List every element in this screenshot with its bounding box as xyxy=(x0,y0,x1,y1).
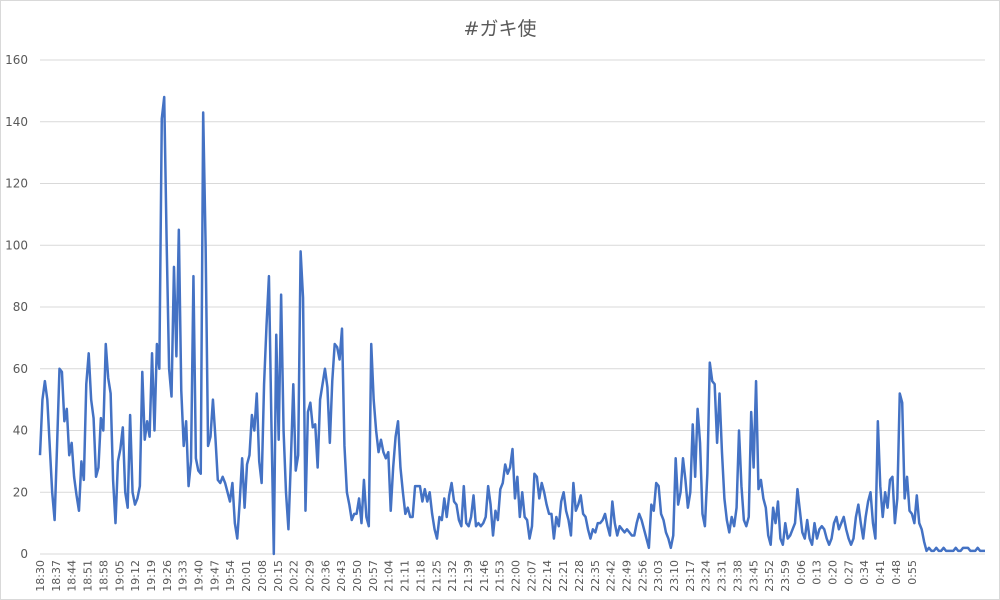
x-tick-label: 21:18 xyxy=(414,560,427,592)
x-tick-label: 22:35 xyxy=(589,560,602,592)
series-group xyxy=(38,95,985,556)
x-tick-label: 23:10 xyxy=(668,560,681,592)
x-tick-label: 0:55 xyxy=(906,560,919,585)
x-tick-label: 22:28 xyxy=(573,560,586,592)
x-tick-label: 20:08 xyxy=(256,560,269,592)
y-tick-label: 100 xyxy=(5,238,28,252)
x-tick-label: 19:12 xyxy=(129,560,142,592)
x-tick-label: 19:26 xyxy=(161,560,174,592)
y-tick-label: 140 xyxy=(5,115,28,129)
gridlines xyxy=(40,59,985,555)
x-tick-label: 22:00 xyxy=(510,560,523,592)
y-tick-label: 160 xyxy=(5,53,28,67)
x-tick-label: 20:50 xyxy=(351,560,364,592)
y-axis-ticks: 0 20 40 60 80 100 120 140 160 xyxy=(5,53,28,561)
y-tick-label: 20 xyxy=(13,485,28,499)
x-axis-ticks: 18:30 18:37 18:44 18:51 18:58 19:05 19:12 19:19… xyxy=(34,560,919,592)
x-tick-label: 21:25 xyxy=(430,560,443,592)
x-tick-label: 0:34 xyxy=(858,560,871,585)
x-tick-label: 22:21 xyxy=(557,560,570,592)
x-tick-label: 21:39 xyxy=(462,560,475,592)
x-tick-label: 18:58 xyxy=(97,560,110,592)
x-tick-label: 23:45 xyxy=(747,560,760,592)
x-tick-label: 19:47 xyxy=(208,560,221,592)
x-tick-label: 0:27 xyxy=(842,560,855,585)
x-tick-label: 18:37 xyxy=(50,560,63,592)
x-tick-label: 19:54 xyxy=(224,560,237,592)
y-tick-label: 40 xyxy=(13,424,28,438)
x-tick-label: 0:20 xyxy=(827,560,840,585)
x-tick-label: 21:04 xyxy=(383,560,396,592)
x-tick-label: 23:03 xyxy=(652,560,665,592)
x-tick-label: 21:11 xyxy=(399,560,412,592)
x-tick-label: 22:07 xyxy=(525,560,538,592)
x-tick-label: 0:13 xyxy=(811,560,824,585)
x-tick-label: 19:19 xyxy=(145,560,158,592)
x-tick-label: 23:24 xyxy=(700,560,713,592)
y-tick-label: 80 xyxy=(13,300,28,314)
y-tick-label: 120 xyxy=(5,177,28,191)
x-tick-label: 20:57 xyxy=(367,560,380,592)
x-tick-label: 23:59 xyxy=(779,560,792,592)
y-tick-label: 0 xyxy=(20,547,28,561)
x-tick-label: 23:38 xyxy=(731,560,744,592)
x-tick-label: 19:05 xyxy=(113,560,126,592)
x-tick-label: 20:22 xyxy=(288,560,301,592)
x-tick-label: 23:17 xyxy=(684,560,697,592)
x-tick-label: 20:01 xyxy=(240,560,253,592)
x-tick-label: 22:56 xyxy=(636,560,649,592)
x-tick-label: 20:43 xyxy=(335,560,348,592)
x-tick-label: 21:53 xyxy=(494,560,507,592)
x-tick-label: 19:33 xyxy=(177,560,190,592)
x-tick-label: 18:44 xyxy=(66,560,79,592)
x-tick-label: 22:49 xyxy=(620,560,633,592)
x-tick-label: 21:46 xyxy=(478,560,491,592)
x-tick-label: 22:42 xyxy=(605,560,618,592)
x-tick-label: 0:06 xyxy=(795,560,808,585)
x-tick-label: 0:48 xyxy=(890,560,903,585)
x-tick-label: 18:51 xyxy=(82,560,95,592)
x-tick-label: 0:41 xyxy=(874,560,887,585)
x-tick-label: 21:32 xyxy=(446,560,459,592)
x-tick-label: 19:40 xyxy=(193,560,206,592)
x-tick-label: 23:52 xyxy=(763,560,776,592)
x-tick-label: 18:30 xyxy=(34,560,47,592)
x-tick-label: 23:31 xyxy=(716,560,729,592)
x-tick-label: 20:36 xyxy=(319,560,332,592)
x-tick-label: 22:14 xyxy=(541,560,554,592)
series-line-0 xyxy=(38,95,985,556)
x-tick-label: 20:15 xyxy=(272,560,285,592)
y-tick-label: 60 xyxy=(13,362,28,376)
chart-title: #ガキ使 xyxy=(463,18,537,40)
x-tick-label: 20:29 xyxy=(303,560,316,592)
